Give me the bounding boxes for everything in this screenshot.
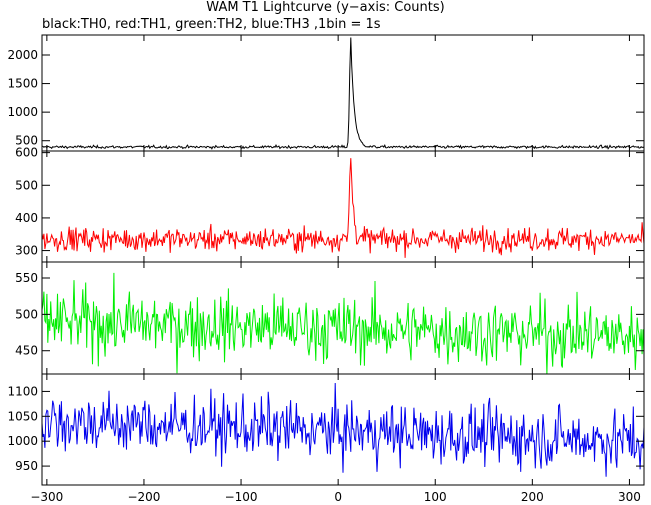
y-tick-label: 1000: [7, 105, 38, 119]
x-tick-label: 300: [618, 490, 641, 504]
y-tick-label: 500: [15, 307, 38, 321]
y-tick-label: 600: [15, 146, 38, 160]
y-tick-label: 500: [15, 178, 38, 192]
series-line-th1: [41, 158, 645, 258]
x-tick-label: −100: [225, 490, 258, 504]
y-tick-label: 400: [15, 211, 38, 225]
y-tick-label: 2000: [7, 48, 38, 62]
x-tick-label: −300: [30, 490, 63, 504]
y-tick-label: 950: [15, 459, 38, 473]
x-tick-label: 0: [334, 490, 342, 504]
panel-frame-th1: [41, 150, 645, 263]
y-tick-label: 1000: [7, 434, 38, 448]
series-line-th3: [41, 382, 645, 477]
x-tick-label: −200: [127, 490, 160, 504]
series-line-th2: [41, 272, 645, 375]
y-tick-label: 450: [15, 344, 38, 358]
y-tick-label: 500: [15, 134, 38, 148]
y-tick-label: 300: [15, 244, 38, 258]
chart-subtitle: black:TH0, red:TH1, green:TH2, blue:TH3 …: [42, 17, 381, 32]
y-tick-label: 1500: [7, 77, 38, 91]
series-line-th0: [41, 37, 645, 150]
x-tick-label: 200: [521, 490, 544, 504]
y-tick-label: 550: [15, 271, 38, 285]
panel-frame-th0: [41, 34, 645, 152]
y-tick-label: 1100: [7, 384, 38, 398]
panel-frame-th3: [41, 373, 645, 486]
x-tick-label: 100: [424, 490, 447, 504]
y-tick-label: 1050: [7, 409, 38, 423]
chart-title: WAM T1 Lightcurve (y−axis: Counts): [206, 0, 445, 15]
